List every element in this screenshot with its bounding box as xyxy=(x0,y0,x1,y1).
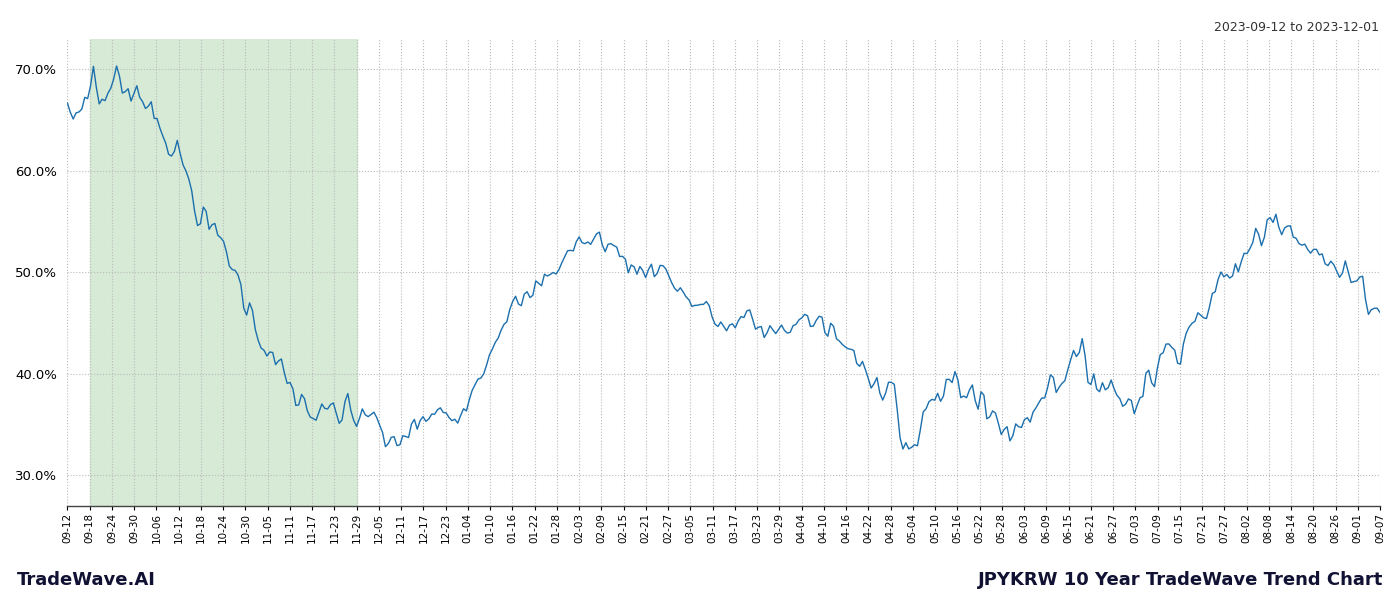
Bar xyxy=(90,39,357,506)
Text: 2023-09-12 to 2023-12-01: 2023-09-12 to 2023-12-01 xyxy=(1214,21,1379,34)
Text: JPYKRW 10 Year TradeWave Trend Chart: JPYKRW 10 Year TradeWave Trend Chart xyxy=(977,571,1383,589)
Text: TradeWave.AI: TradeWave.AI xyxy=(17,571,155,589)
